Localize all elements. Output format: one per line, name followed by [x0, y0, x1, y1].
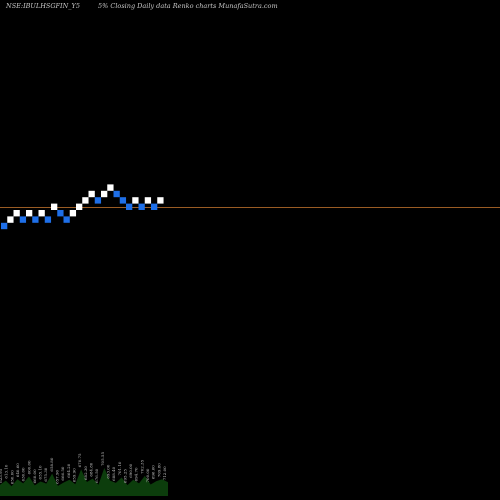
renko-brick-0: [1, 222, 8, 230]
volume-label-18: 705.55: [100, 452, 105, 466]
renko-brick-13: [82, 197, 89, 204]
volume-label-6: 660.00: [32, 469, 37, 483]
chart-subtitle: 5% Closing Daily data Renko charts Munaf…: [98, 2, 278, 10]
renko-brick-22: [138, 203, 145, 210]
renko-brick-18: [113, 190, 120, 198]
volume-label-0: 623.95: [0, 468, 3, 482]
renko-brick-12: [76, 203, 83, 210]
volume-label-21: 701.10: [117, 461, 122, 475]
volume-label-24: 694.70: [134, 467, 139, 481]
volume-label-9: 658.80: [49, 457, 54, 471]
renko-brick-25: [157, 197, 164, 204]
volume-area: [0, 468, 168, 496]
renko-brick-9: [57, 210, 64, 217]
volume-label-13: 659.90: [72, 468, 77, 482]
renko-brick-19: [119, 197, 127, 204]
renko-brick-2: [13, 210, 20, 217]
renko-brick-15: [94, 197, 102, 204]
volume-label-15: 682.30: [83, 466, 88, 480]
renko-brick-4: [26, 210, 33, 217]
volume-label-12: 664.20: [66, 463, 71, 477]
volume-label-17: 676.50: [94, 468, 99, 482]
renko-brick-1: [7, 216, 14, 223]
volume-label-2: 650.00: [9, 470, 14, 484]
volume-label-27: 696.60: [151, 465, 156, 479]
volume-series: [0, 468, 168, 496]
renko-brick-23: [144, 197, 152, 204]
volume-label-1: 613.10: [4, 464, 9, 478]
renko-bricks: [1, 184, 164, 230]
renko-brick-20: [126, 203, 133, 210]
volume-label-3: 640.60: [15, 463, 20, 477]
renko-brick-3: [19, 216, 27, 223]
renko-brick-14: [88, 190, 95, 198]
volume-label-29: 712.00: [162, 466, 167, 480]
renko-brick-21: [132, 197, 139, 204]
volume-label-22: 695.25: [122, 469, 127, 483]
volume-label-23: 690.00: [128, 463, 133, 477]
volume-label-8: 675.30: [43, 467, 48, 481]
volume-label-10: 657.90: [55, 469, 60, 483]
volume-label-28: 709.80: [156, 463, 161, 477]
volume-label-7: 655.10: [38, 465, 43, 479]
volume-label-20: 688.40: [111, 466, 116, 480]
volume-label-16: 684.80: [88, 462, 93, 476]
volume-labels: 623.95 613.10 650.00 640.60 630.00 600.00660.…: [0, 452, 167, 485]
renko-brick-8: [51, 203, 58, 210]
volume-label-11: 666.50: [60, 466, 65, 480]
renko-brick-24: [151, 203, 158, 210]
volume-label-14: 670.75: [77, 453, 82, 467]
renko-brick-16: [101, 190, 108, 198]
renko-brick-17: [107, 184, 114, 191]
volume-label-4: 630.00: [21, 467, 26, 481]
renko-brick-6: [38, 210, 45, 217]
volume-label-26: 700.00: [145, 468, 150, 482]
renko-brick-11: [69, 210, 77, 217]
renko-brick-10: [63, 216, 70, 223]
volume-label-19: 693.00: [105, 464, 110, 478]
renko-brick-5: [32, 216, 39, 223]
chart-symbol-title: NSE:IBULHSGFIN_Y5: [5, 2, 80, 10]
renko-brick-7: [44, 216, 52, 223]
volume-label-5: 600.00: [26, 460, 31, 474]
volume-label-25: 702.35: [139, 459, 144, 473]
